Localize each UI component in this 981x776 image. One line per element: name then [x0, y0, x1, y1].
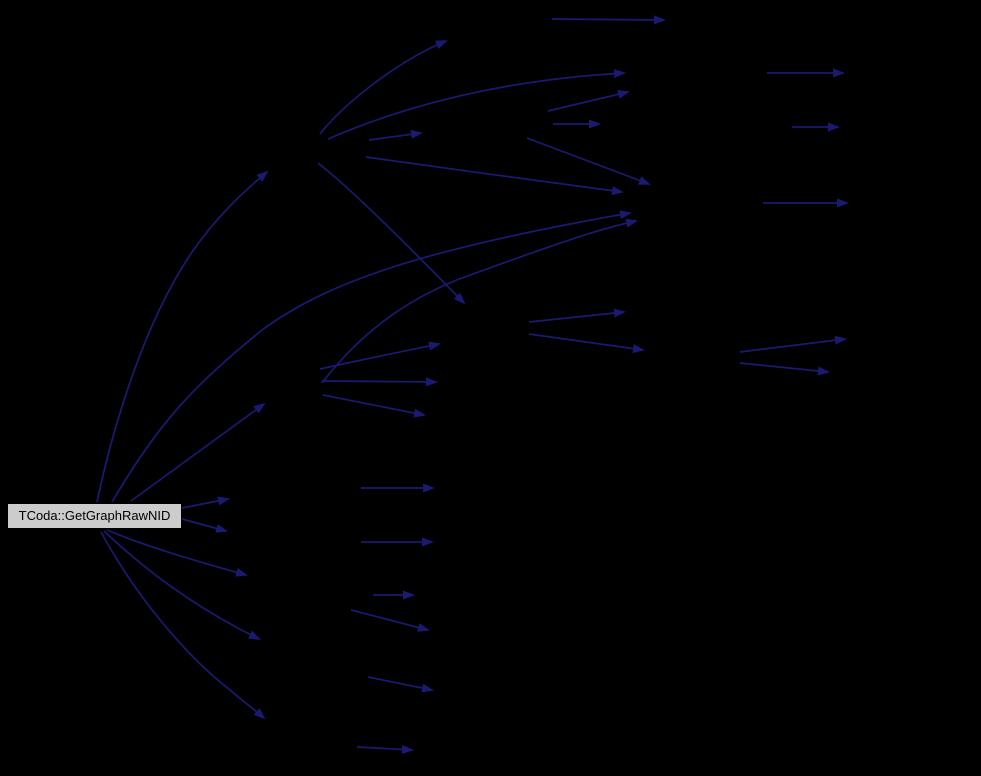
edge-hub2-to-up: [547, 89, 630, 112]
edge-midfan-to-f2: [321, 377, 438, 387]
edge-b3b-to-right: [350, 609, 430, 632]
edge-n6-to-upper: [528, 308, 626, 323]
edge-hub-to-hub2: [368, 129, 423, 141]
edge-hub-to-cluster: [365, 156, 624, 196]
edge-b5-to-right: [356, 744, 414, 754]
edge-midfan-to-f1: [319, 341, 441, 370]
edge-main-to-midfan: [130, 402, 266, 502]
edge-hub-to-n6-diagonal: [317, 162, 466, 305]
edge-layer: [96, 15, 849, 754]
edge-main-to-b4: [103, 530, 261, 640]
edge-hub-to-n2-curve: [327, 69, 626, 140]
edge-main-to-hub-top: [96, 170, 269, 503]
edge-main-to-b3: [106, 529, 248, 577]
node-tcoda-getgraphrawnid[interactable]: TCoda::GetGraphRawNID: [7, 503, 182, 529]
edge-n5-to-right-down: [739, 362, 830, 376]
edge-midfan-to-cluster-long: [321, 218, 638, 384]
edge-main-to-b2: [181, 518, 228, 533]
edge-main-to-b5: [100, 531, 266, 720]
edge-hub2-to-cluster: [526, 137, 651, 185]
edge-top1-to-top2: [551, 15, 666, 25]
edge-hub-to-top1: [319, 40, 448, 135]
edge-b4-to-right: [367, 676, 434, 693]
edge-main-to-b1: [181, 496, 230, 509]
edge-n6-to-n5: [528, 333, 645, 354]
edge-n5-to-right-up: [739, 335, 847, 353]
edge-midfan-to-f3: [322, 394, 426, 418]
edge-main-to-cluster-long: [111, 210, 632, 503]
